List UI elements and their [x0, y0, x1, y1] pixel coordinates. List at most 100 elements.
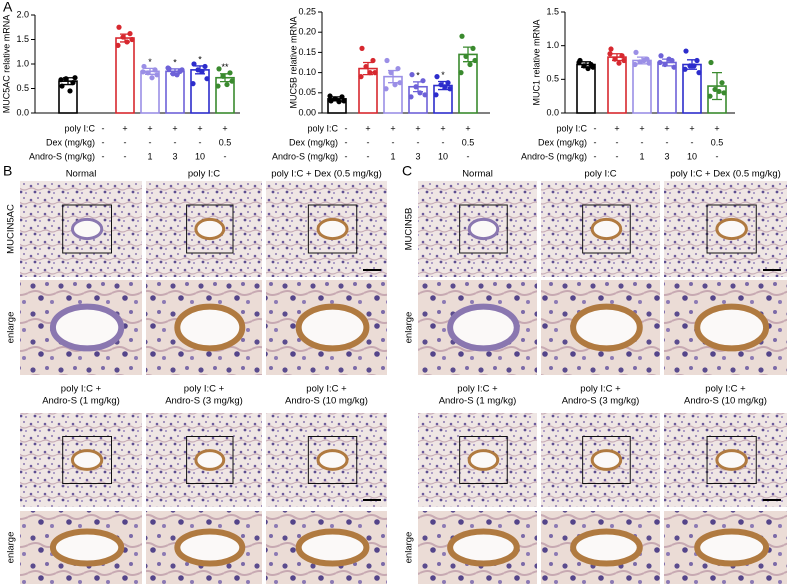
treatment-label: Andro-S (mg/kg)	[272, 151, 338, 161]
data-point	[204, 76, 210, 82]
image-caption: poly I:C	[188, 169, 220, 180]
y-tick-label: 1.0	[546, 40, 559, 50]
data-point	[140, 69, 146, 75]
treatment-cell: -	[345, 151, 348, 161]
y-tick-label: 0.10	[298, 67, 316, 77]
treatment-cell: 10	[438, 151, 448, 161]
treatment-cell: -	[124, 137, 127, 147]
data-point	[612, 56, 618, 62]
image-caption: Andro-S (10 mg/kg)	[684, 396, 767, 407]
image-caption: poly I:C +	[184, 384, 225, 395]
data-point	[327, 93, 333, 99]
data-point	[220, 73, 226, 79]
image-caption: poly I:C +	[61, 384, 102, 395]
airway	[715, 217, 748, 241]
error-bar	[712, 71, 722, 101]
y-axis-label: MUC5B relative mRNA	[288, 16, 298, 108]
data-point	[646, 60, 652, 66]
data-point	[666, 56, 672, 62]
treatment-cell: +	[664, 123, 669, 133]
data-point	[687, 63, 693, 69]
image-caption: poly I:C + Dex (0.5 mg/kg)	[670, 169, 781, 180]
data-point	[370, 57, 376, 64]
data-point	[467, 61, 473, 68]
airway	[174, 303, 246, 352]
data-point	[372, 70, 378, 76]
y-tick-label: 0.0	[16, 107, 29, 117]
significance: *	[148, 57, 152, 67]
data-point	[682, 66, 688, 72]
data-point	[227, 70, 233, 76]
data-point	[341, 98, 347, 104]
zoom-box	[307, 436, 358, 484]
y-tick-label: 0.5	[16, 83, 29, 93]
data-point	[72, 75, 78, 81]
data-point	[662, 61, 668, 68]
treatment-cell: -	[124, 151, 127, 161]
zoom-box	[62, 436, 112, 484]
zoom-box	[459, 204, 508, 254]
y-tick-label: 0.5	[546, 74, 559, 84]
data-point	[621, 57, 627, 64]
treatment-label: Andro-S (mg/kg)	[29, 151, 95, 161]
y-tick-label: 0.20	[298, 27, 316, 37]
airway	[49, 303, 125, 352]
data-point	[383, 86, 389, 92]
treatment-cell: +	[714, 123, 719, 133]
data-point	[358, 74, 364, 80]
panel-label: A	[3, 0, 13, 15]
data-point	[202, 63, 208, 70]
airway	[70, 217, 104, 241]
bar	[632, 59, 652, 114]
treatment-cell: 0.5	[219, 137, 232, 147]
data-point	[408, 94, 414, 100]
data-point	[619, 53, 625, 59]
zoom-box	[706, 204, 757, 254]
enlarge-label: enlarge	[6, 532, 17, 564]
treatment-label: poly I:C	[556, 123, 587, 133]
data-point	[472, 57, 478, 64]
image-caption: Andro-S (3 mg/kg)	[562, 396, 640, 407]
zoom-box	[186, 436, 234, 484]
data-point	[170, 71, 176, 77]
airway	[174, 528, 246, 567]
data-point	[696, 70, 702, 76]
data-point	[190, 81, 196, 87]
treatment-cell: +	[440, 123, 445, 133]
y-tick-label: 2.0	[16, 9, 29, 19]
enlarge-label: enlarge	[404, 312, 415, 344]
zoom-box	[582, 436, 631, 484]
treatment-cell: -	[616, 151, 619, 161]
image-caption: poly I:C	[584, 169, 616, 180]
data-point	[120, 34, 126, 40]
data-point	[637, 59, 643, 65]
treatment-cell: 1	[639, 151, 644, 161]
airway	[316, 217, 349, 241]
treatment-cell: -	[417, 137, 420, 147]
data-point	[616, 60, 622, 66]
data-point	[716, 88, 722, 95]
data-point	[67, 88, 73, 94]
y-tick-label: 0.05	[298, 87, 316, 97]
airway	[467, 217, 500, 241]
data-point	[328, 98, 334, 104]
y-tick-label: 0.25	[298, 6, 316, 16]
data-point	[576, 59, 582, 66]
treatment-cell: 0.5	[711, 137, 724, 147]
image-caption: Andro-S (10 mg/kg)	[285, 396, 368, 407]
treatment-cell: 3	[415, 151, 420, 161]
stain-label: MUCIN5B	[404, 208, 415, 251]
data-point	[336, 99, 342, 105]
treatment-cell: 1	[147, 151, 152, 161]
treatment-cell: 10	[687, 151, 697, 161]
data-point	[633, 49, 639, 56]
bar	[657, 61, 677, 114]
airway	[295, 528, 370, 567]
data-point	[165, 65, 171, 71]
treatment-cell: 1	[390, 151, 395, 161]
airway	[715, 449, 748, 471]
data-point	[154, 72, 160, 78]
data-point	[607, 51, 613, 57]
data-point	[409, 72, 415, 78]
treatment-cell: +	[172, 123, 177, 133]
